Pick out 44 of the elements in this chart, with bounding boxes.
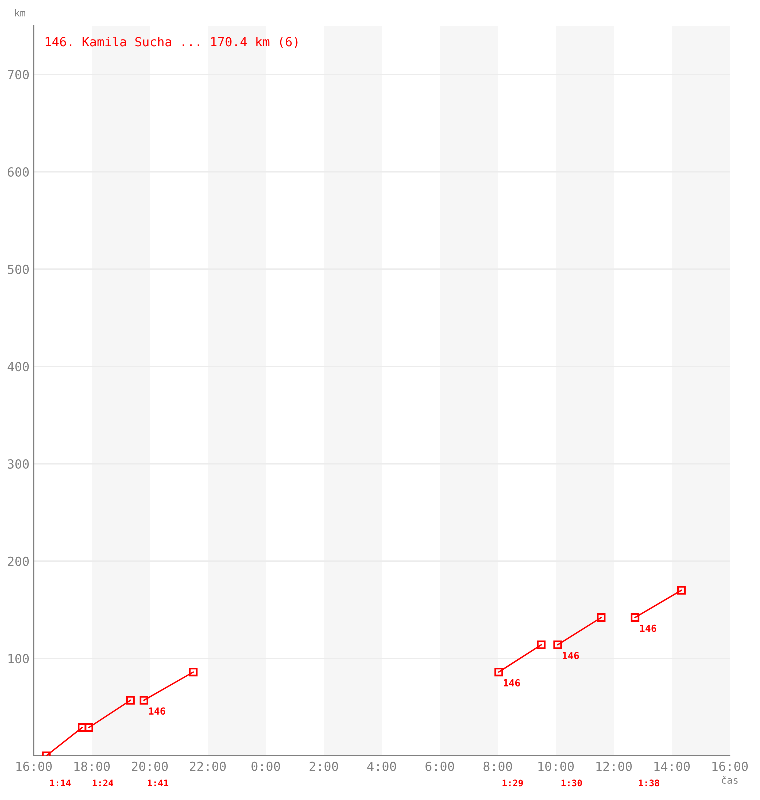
x-tick-label: 14:00 [654,762,690,772]
text: 1:41 [148,780,169,786]
point [597,613,606,622]
x-tick-label: 16:00 [16,762,52,772]
x-tick-label: 22:00 [190,762,226,772]
point [78,723,87,732]
y-tick-label: 600 [8,168,30,177]
x-tick-label: 10:00 [538,762,574,772]
x-tick-label: 6:00 [426,762,454,772]
x-tick-label: 20:00 [132,762,168,772]
point [554,640,562,650]
point [126,696,135,705]
point [140,696,149,705]
point [630,613,640,622]
text: 146. Kamila Sucha ... 170.4 km (6) [46,36,298,48]
y-tick-label: 400 [8,362,30,372]
annotation: 146 [504,679,520,687]
x-tick-label: 16:00 [712,762,748,772]
text: 1:24 [92,780,114,786]
text: 1:14 [50,780,71,786]
x-axis-title: čas [722,776,738,784]
point [84,723,94,732]
y-tick-label: 100 [8,654,30,664]
text: 1:29 [502,780,524,787]
y-tick-label: 200 [8,556,30,566]
point [189,668,198,677]
annotation: 146 [562,652,580,660]
y-tick-label: 500 [8,264,30,274]
y-tick-label: 300 [8,460,30,469]
x-tick-label: 12:00 [596,762,632,772]
annotation: 146 [149,708,166,715]
x-tick-label: 2:00 [310,762,338,772]
x-tick-label: 18:00 [74,762,110,772]
text: 1:38 [639,780,660,787]
y-tick-label: 700 [8,70,30,80]
point [537,640,546,650]
x-tick-label: 0:00 [252,762,280,772]
point [494,668,504,677]
x-tick-label: 8:00 [484,762,512,772]
annotation: 146 [640,624,656,632]
y-axis-title: km [15,9,26,17]
point [677,586,686,595]
text: 1:30 [562,780,582,787]
x-tick-label: 4:00 [368,762,396,772]
